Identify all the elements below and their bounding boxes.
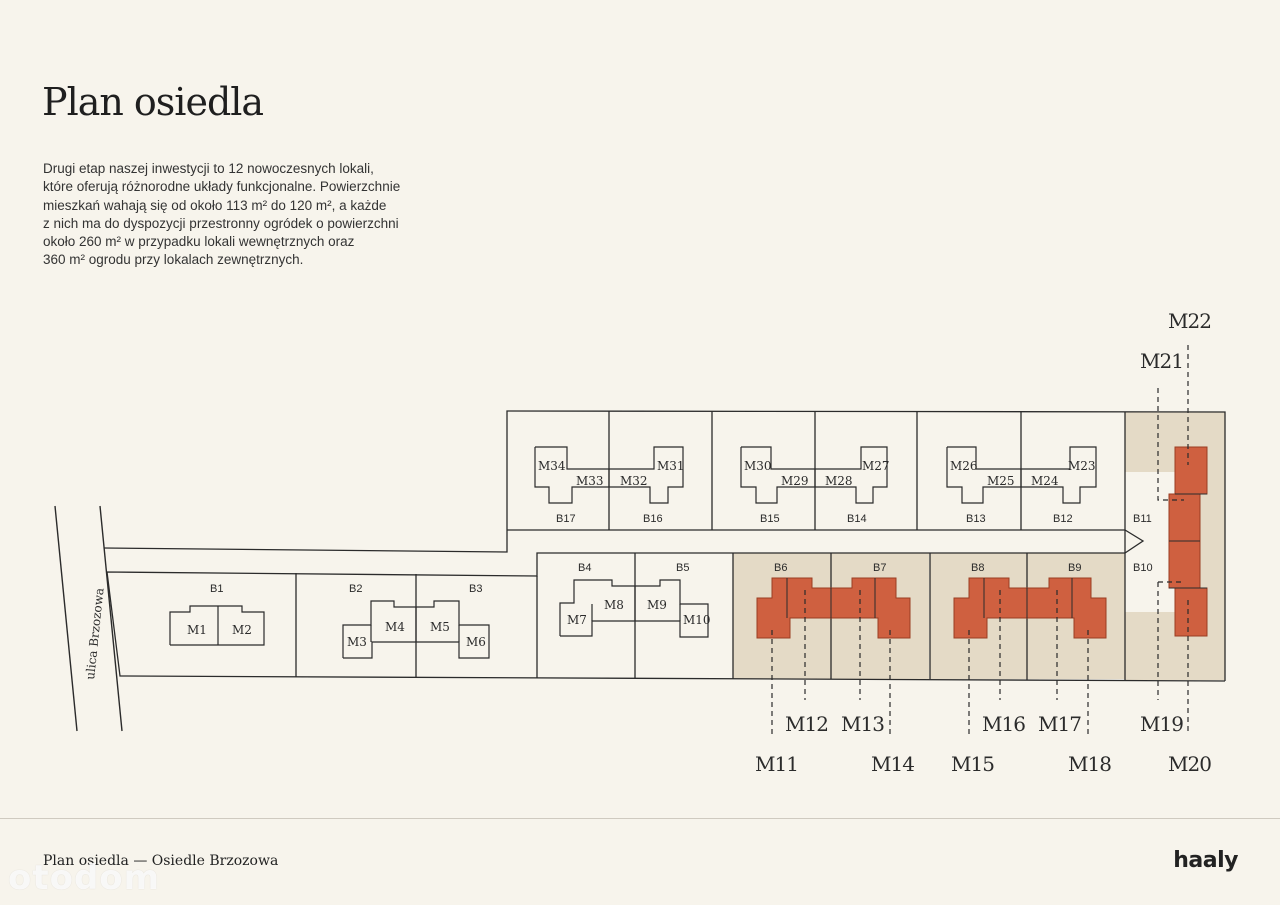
unit-labels: M1 M2 M3 M4 M5 M6 M7 M8 M9 M10 M23 M24 M…: [187, 459, 1096, 649]
unit-label: M1: [187, 623, 207, 637]
unit-label: M5: [430, 620, 450, 634]
watermark: otodom: [8, 858, 161, 898]
plot-label: B6: [774, 562, 787, 574]
unit-label: M4: [385, 620, 405, 634]
unit-label: M8: [604, 598, 624, 612]
page-title: Plan osiedla: [42, 80, 264, 124]
plot-label: B1: [210, 583, 223, 595]
unit-label: M7: [567, 613, 587, 627]
unit-label: M31: [657, 459, 685, 473]
unit-label: M23: [1068, 459, 1096, 473]
building-m11-m14: [756, 577, 911, 639]
plot-label: B9: [1068, 562, 1081, 574]
leader-lines: [771, 345, 1189, 735]
description-line: około 260 m² w przypadku lokali wewnętrz…: [43, 234, 355, 250]
plot-label: B16: [643, 513, 663, 525]
unit-label: M34: [538, 459, 566, 473]
description: Drugi etap naszej inwestycji to 12 nowoc…: [43, 160, 423, 270]
plot-label: B15: [760, 513, 780, 525]
plot-label: B3: [469, 583, 482, 595]
description-line: które oferują różnorodne układy funkcjon…: [43, 179, 401, 195]
plot-label: B4: [578, 562, 591, 574]
plot-label: B5: [676, 562, 689, 574]
unit-label: M32: [620, 474, 648, 488]
plot-label: B12: [1053, 513, 1073, 525]
brand-logo[interactable]: haaly: [1173, 848, 1238, 873]
highlight-dividers: [786, 493, 1207, 618]
unit-callout: M14: [871, 752, 914, 776]
unit-callout: M15: [951, 752, 994, 776]
unit-label: M28: [825, 474, 853, 488]
unit-callout: M18: [1068, 752, 1111, 776]
unit-callout: M21: [1140, 349, 1183, 373]
unit-label: M25: [987, 474, 1015, 488]
plot-label: B14: [847, 513, 867, 525]
description-line: 360 m² ogrodu przy lokalach zewnętrznych…: [43, 252, 304, 268]
unit-callout: M19: [1140, 712, 1183, 736]
description-line: z nich ma do dyspozycji przestronny ogró…: [43, 215, 399, 231]
description-line: Drugi etap naszej inwestycji to 12 nowoc…: [43, 161, 374, 176]
buildings-stage1: [169, 446, 1097, 659]
unit-label: M26: [950, 459, 978, 473]
unit-callout: M17: [1038, 712, 1081, 736]
street-ulica-brzozowa: [54, 505, 123, 732]
unit-label: M24: [1031, 474, 1059, 488]
unit-callout: M11: [755, 752, 798, 776]
plot-label: B13: [966, 513, 986, 525]
unit-callout: M12: [785, 712, 828, 736]
plot-label: B2: [349, 583, 362, 595]
unit-label: M6: [466, 635, 486, 649]
unit-callout: M20: [1168, 752, 1211, 776]
plot-lines: [103, 410, 1226, 682]
plot-label: B11: [1133, 513, 1152, 525]
plot-label: B17: [556, 513, 576, 525]
unit-label: M27: [862, 459, 890, 473]
highlighted-unit-labels: M11 M12 M13 M14 M15 M16 M17 M18 M19 M20 …: [755, 309, 1212, 776]
plot-labels: B1 B2 B3 B4 B5 B6 B7 B8 B9 B10 B11 B12 B…: [210, 513, 1153, 595]
plot-label: B8: [971, 562, 984, 574]
unit-label: M2: [232, 623, 252, 637]
unit-label: M33: [576, 474, 604, 488]
unit-callout: M13: [841, 712, 884, 736]
unit-label: M3: [347, 635, 367, 649]
unit-label: M10: [683, 613, 711, 627]
unit-callout: M22: [1168, 309, 1211, 333]
footer-caption: Plan osiedla — Osiedle Brzozowa: [43, 853, 279, 869]
plot-label: B7: [873, 562, 886, 574]
street-label: ulica Brzozowa: [83, 587, 107, 680]
building-m15-m18: [953, 577, 1107, 639]
unit-callout: M16: [982, 712, 1025, 736]
gardens: [733, 412, 1225, 680]
footer-divider: [0, 818, 1280, 819]
unit-label: M9: [647, 598, 667, 612]
unit-label: M30: [744, 459, 772, 473]
unit-label: M29: [781, 474, 809, 488]
description-line: mieszkań wahają się od około 113 m² do 1…: [43, 197, 387, 213]
plot-label: B10: [1133, 562, 1153, 574]
